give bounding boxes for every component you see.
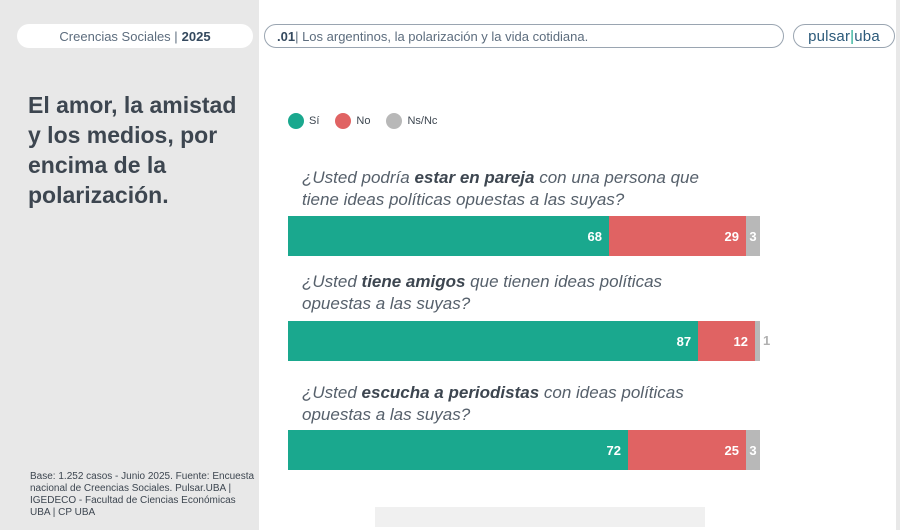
bar-3-nsnc-label: 3 <box>749 442 757 458</box>
legend-item-nsnc: Ns/Nc <box>386 113 437 129</box>
bar-1-no-label: 29 <box>724 228 739 244</box>
chart-legend: Sí No Ns/Nc <box>288 113 437 129</box>
question-1-pre: ¿Usted podría <box>302 168 415 187</box>
bar-2-nsnc-label: 1 <box>763 333 771 348</box>
question-1: ¿Usted podría estar en pareja con una pe… <box>302 167 722 211</box>
bar-3-nsnc: 3 <box>746 430 760 470</box>
headline: El amor, la amistad y los medios, por en… <box>28 92 237 208</box>
logo-right: uba <box>854 27 880 45</box>
right-border <box>896 0 900 530</box>
title-pill: .01 | Los argentinos, la polarización y … <box>264 24 784 48</box>
question-2: ¿Usted tiene amigos que tienen ideas pol… <box>302 271 722 315</box>
logo-separator: | <box>850 27 855 45</box>
bar-3-si: 72 <box>288 430 628 470</box>
logo-left: pulsar <box>808 27 851 45</box>
bar-3-no: 25 <box>628 430 746 470</box>
bar-1-nsnc-label: 3 <box>749 228 757 244</box>
question-3: ¿Usted escucha a periodistas con ideas p… <box>302 382 722 426</box>
question-1-emphasis: estar en pareja <box>414 168 535 187</box>
bar-2-si: 87 <box>288 321 699 361</box>
legend-swatch-nsnc <box>386 113 403 129</box>
bar-1-si: 68 <box>288 216 609 256</box>
footnote: Base: 1.252 casos - Junio 2025. Fuente: … <box>30 471 255 518</box>
bar-1-no: 29 <box>609 216 746 256</box>
question-3-pre: ¿Usted <box>302 383 362 402</box>
question-2-emphasis: tiene amigos <box>361 272 466 291</box>
bar-row-1: 68 29 3 <box>288 216 760 256</box>
legend-swatch-no <box>335 113 352 129</box>
section-pill: Creencias Sociales | 2025 <box>17 24 253 48</box>
bottom-strip <box>375 507 705 527</box>
legend-label-nsnc: Ns/Nc <box>407 115 438 127</box>
legend-swatch-si <box>288 113 304 129</box>
section-year: 2025 <box>181 28 211 44</box>
bar-2-si-label: 87 <box>676 333 692 349</box>
bar-2-no: 12 <box>698 321 756 361</box>
question-2-pre: ¿Usted <box>302 272 362 291</box>
question-3-post: con ideas políticas opuestas a las suyas… <box>302 383 684 424</box>
left-panel <box>0 0 259 530</box>
pulsar-uba-logo[interactable]: pulsar | uba <box>793 24 895 48</box>
bar-row-2: 87 12 1 <box>288 321 770 361</box>
bar-3-si-label: 72 <box>606 442 621 458</box>
title-text: | Los argentinos, la polarización y la v… <box>295 28 589 44</box>
legend-item-no: No <box>335 113 370 129</box>
legend-item-si: Sí <box>288 113 319 129</box>
question-2-post: que tienen ideas políticas opuestas a la… <box>302 272 663 313</box>
bar-row-3: 72 25 3 <box>288 430 760 470</box>
legend-label-no: No <box>356 115 371 127</box>
bar-3-no-label: 25 <box>724 442 739 458</box>
bar-1-si-label: 68 <box>587 228 602 244</box>
title-number: .01 <box>277 28 296 44</box>
bar-2-nsnc <box>755 321 760 361</box>
bar-2-no-label: 12 <box>733 333 749 349</box>
section-label: Creencias Sociales | <box>59 28 178 44</box>
legend-label-si: Sí <box>309 115 320 127</box>
question-1-post: con una persona que tiene ideas política… <box>302 168 699 209</box>
bar-1-nsnc: 3 <box>746 216 760 256</box>
question-3-emphasis: escucha a periodistas <box>361 383 540 402</box>
